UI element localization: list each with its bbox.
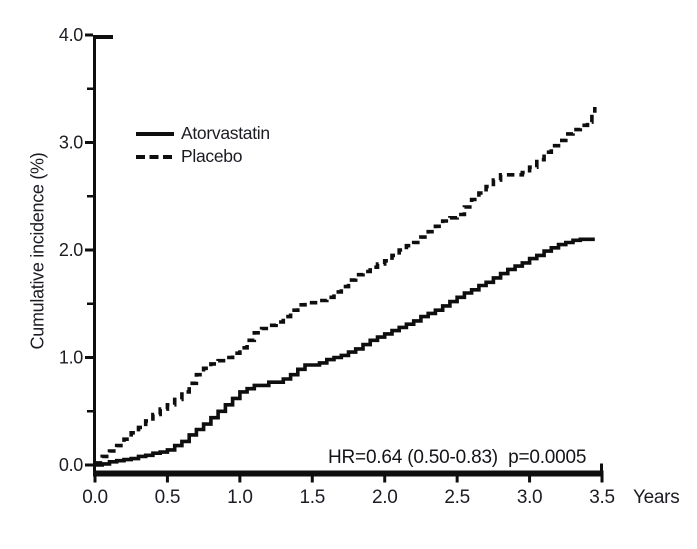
legend-item-placebo: Placebo bbox=[136, 145, 270, 168]
x-tick-label: 0.0 bbox=[82, 487, 108, 508]
legend: Atorvastatin Placebo bbox=[136, 122, 270, 168]
x-tick-label: 2.5 bbox=[444, 487, 470, 508]
atorvastatin-line-sample bbox=[136, 131, 174, 136]
y-tick-label: 4.0 bbox=[59, 25, 83, 45]
y-tick-label: 0.0 bbox=[59, 455, 83, 475]
legend-item-atorvastatin: Atorvastatin bbox=[136, 122, 270, 145]
placebo-line-sample bbox=[136, 154, 174, 159]
x-tick-label: 3.5 bbox=[589, 487, 615, 508]
x-tick-label: 1.0 bbox=[227, 487, 253, 508]
y-tick-label: 1.0 bbox=[59, 348, 83, 368]
x-axis-unit-label: Years bbox=[633, 487, 680, 508]
x-tick-label: 2.0 bbox=[372, 487, 398, 508]
legend-label-placebo: Placebo bbox=[181, 146, 243, 166]
x-tick-label: 3.0 bbox=[517, 487, 543, 508]
y-tick-label: 2.0 bbox=[59, 240, 83, 260]
placebo-curve bbox=[95, 107, 597, 465]
x-tick-label: 1.5 bbox=[300, 487, 326, 508]
y-tick-label: 3.0 bbox=[59, 133, 83, 153]
x-axis-end-tick bbox=[600, 463, 603, 472]
atorvastatin-curve bbox=[95, 237, 595, 467]
legend-label-atorvastatin: Atorvastatin bbox=[181, 123, 270, 143]
hr-annotation: HR=0.64 (0.50-0.83) p=0.0005 bbox=[328, 447, 587, 468]
y-axis-title: Cumulative incidence (%) bbox=[27, 152, 48, 350]
y-axis-top-tick bbox=[94, 35, 113, 39]
x-tick-label: 0.5 bbox=[155, 487, 181, 508]
x-axis-line bbox=[93, 470, 604, 477]
